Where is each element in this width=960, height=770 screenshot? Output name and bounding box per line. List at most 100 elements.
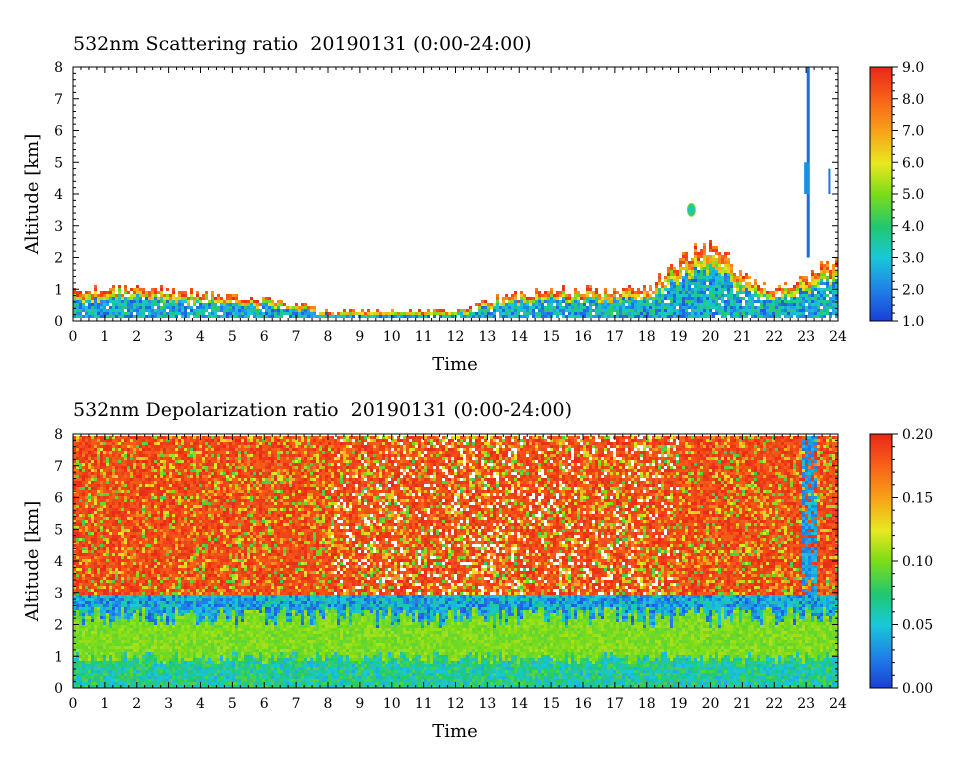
heat-cell — [136, 559, 139, 562]
heat-cell — [106, 312, 109, 315]
heat-cell — [187, 306, 190, 309]
heat-cell — [733, 315, 736, 318]
heat-cell — [580, 303, 583, 306]
heat-cell — [145, 568, 148, 571]
heat-cell — [94, 628, 97, 631]
heat-cell — [124, 586, 127, 589]
heat-cell — [106, 562, 109, 565]
heat-cell — [130, 553, 133, 556]
heat-cell — [109, 643, 112, 646]
heat-cell — [130, 646, 133, 649]
heat-cell — [118, 685, 121, 688]
heat-cell — [133, 475, 136, 478]
heat-cell — [523, 306, 526, 309]
heat-cell — [85, 300, 88, 303]
heat-cell — [703, 246, 706, 249]
heat-cell — [832, 267, 835, 270]
heat-cell — [124, 565, 127, 568]
heat-cell — [109, 583, 112, 586]
heat-cell — [151, 667, 154, 670]
heat-cell — [400, 315, 403, 318]
heat-cell — [817, 312, 820, 315]
heat-cell — [736, 279, 739, 282]
heat-cell — [127, 496, 130, 499]
heat-cell — [118, 502, 121, 505]
heat-cell — [160, 306, 163, 309]
heat-cell — [145, 550, 148, 553]
heat-cell — [154, 664, 157, 667]
heat-cell — [115, 574, 118, 577]
heat-cell — [757, 285, 760, 288]
heat-cell — [682, 258, 685, 261]
heat-cell — [769, 294, 772, 297]
heat-cell — [154, 643, 157, 646]
heat-cell — [100, 550, 103, 553]
heat-cell — [100, 667, 103, 670]
heat-cell — [160, 285, 163, 288]
heat-cell — [106, 652, 109, 655]
heat-cell — [679, 294, 682, 297]
heat-cell — [103, 676, 106, 679]
heat-cell — [79, 514, 82, 517]
heat-cell — [490, 315, 493, 318]
heat-cell — [76, 442, 79, 445]
heat-cell — [109, 442, 112, 445]
heat-cell — [670, 282, 673, 285]
heat-cell — [76, 514, 79, 517]
heat-cell — [691, 270, 694, 273]
heat-cell — [124, 469, 127, 472]
heat-cell — [73, 634, 76, 637]
heat-cell — [124, 610, 127, 613]
heat-cell — [139, 685, 142, 688]
heat-cell — [481, 315, 484, 318]
heat-cell — [109, 496, 112, 499]
heat-cell — [382, 312, 385, 315]
heat-cell — [160, 574, 163, 577]
heat-cell — [124, 577, 127, 580]
heat-cell — [607, 306, 610, 309]
heat-cell — [97, 631, 100, 634]
heat-cell — [85, 514, 88, 517]
heat-cell — [184, 294, 187, 297]
heat-cell — [541, 306, 544, 309]
heat-cell — [136, 529, 139, 532]
heat-cell — [484, 315, 487, 318]
heat-cell — [715, 306, 718, 309]
heat-cell — [739, 285, 742, 288]
heat-cell — [94, 463, 97, 466]
heat-cell — [193, 315, 196, 318]
heat-cell — [76, 628, 79, 631]
heat-cell — [130, 619, 133, 622]
heat-cell — [712, 246, 715, 249]
heat-cell — [784, 303, 787, 306]
heat-cell — [94, 571, 97, 574]
heat-cell — [487, 309, 490, 312]
heat-cell — [142, 670, 145, 673]
heat-cell — [481, 312, 484, 315]
heat-cell — [142, 532, 145, 535]
heat-cell — [118, 496, 121, 499]
heat-cell — [100, 559, 103, 562]
heat-cell — [691, 288, 694, 291]
heat-cell — [835, 315, 838, 318]
heat-cell — [202, 297, 205, 300]
heat-cell — [121, 312, 124, 315]
heat-cell — [82, 469, 85, 472]
heat-cell — [73, 457, 76, 460]
heat-cell — [127, 291, 130, 294]
heat-cell — [190, 294, 193, 297]
heat-cell — [142, 679, 145, 682]
heat-cell — [505, 312, 508, 315]
heat-cell — [709, 309, 712, 312]
heat-cell — [139, 670, 142, 673]
heat-cell — [121, 679, 124, 682]
heat-cell — [520, 300, 523, 303]
heat-cell — [118, 592, 121, 595]
heat-cell — [88, 637, 91, 640]
heat-cell — [130, 685, 133, 688]
heat-cell — [157, 478, 160, 481]
heat-cell — [82, 457, 85, 460]
heat-cell — [262, 306, 265, 309]
heat-cell — [700, 315, 703, 318]
heat-cell — [97, 511, 100, 514]
